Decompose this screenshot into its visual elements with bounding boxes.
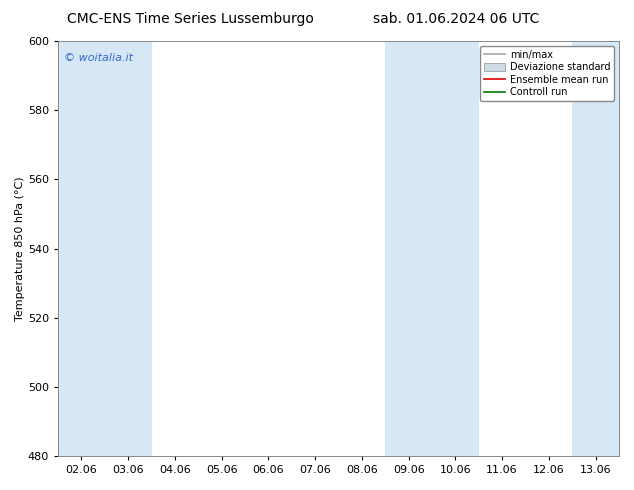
Y-axis label: Temperature 850 hPa (°C): Temperature 850 hPa (°C) <box>15 176 25 321</box>
Text: sab. 01.06.2024 06 UTC: sab. 01.06.2024 06 UTC <box>373 12 540 26</box>
Bar <box>105 41 152 456</box>
Bar <box>385 41 432 456</box>
Bar <box>432 41 479 456</box>
Bar <box>573 41 619 456</box>
Text: © woitalia.it: © woitalia.it <box>63 53 133 64</box>
Text: CMC-ENS Time Series Lussemburgo: CMC-ENS Time Series Lussemburgo <box>67 12 314 26</box>
Bar <box>58 41 105 456</box>
Legend: min/max, Deviazione standard, Ensemble mean run, Controll run: min/max, Deviazione standard, Ensemble m… <box>479 46 614 101</box>
